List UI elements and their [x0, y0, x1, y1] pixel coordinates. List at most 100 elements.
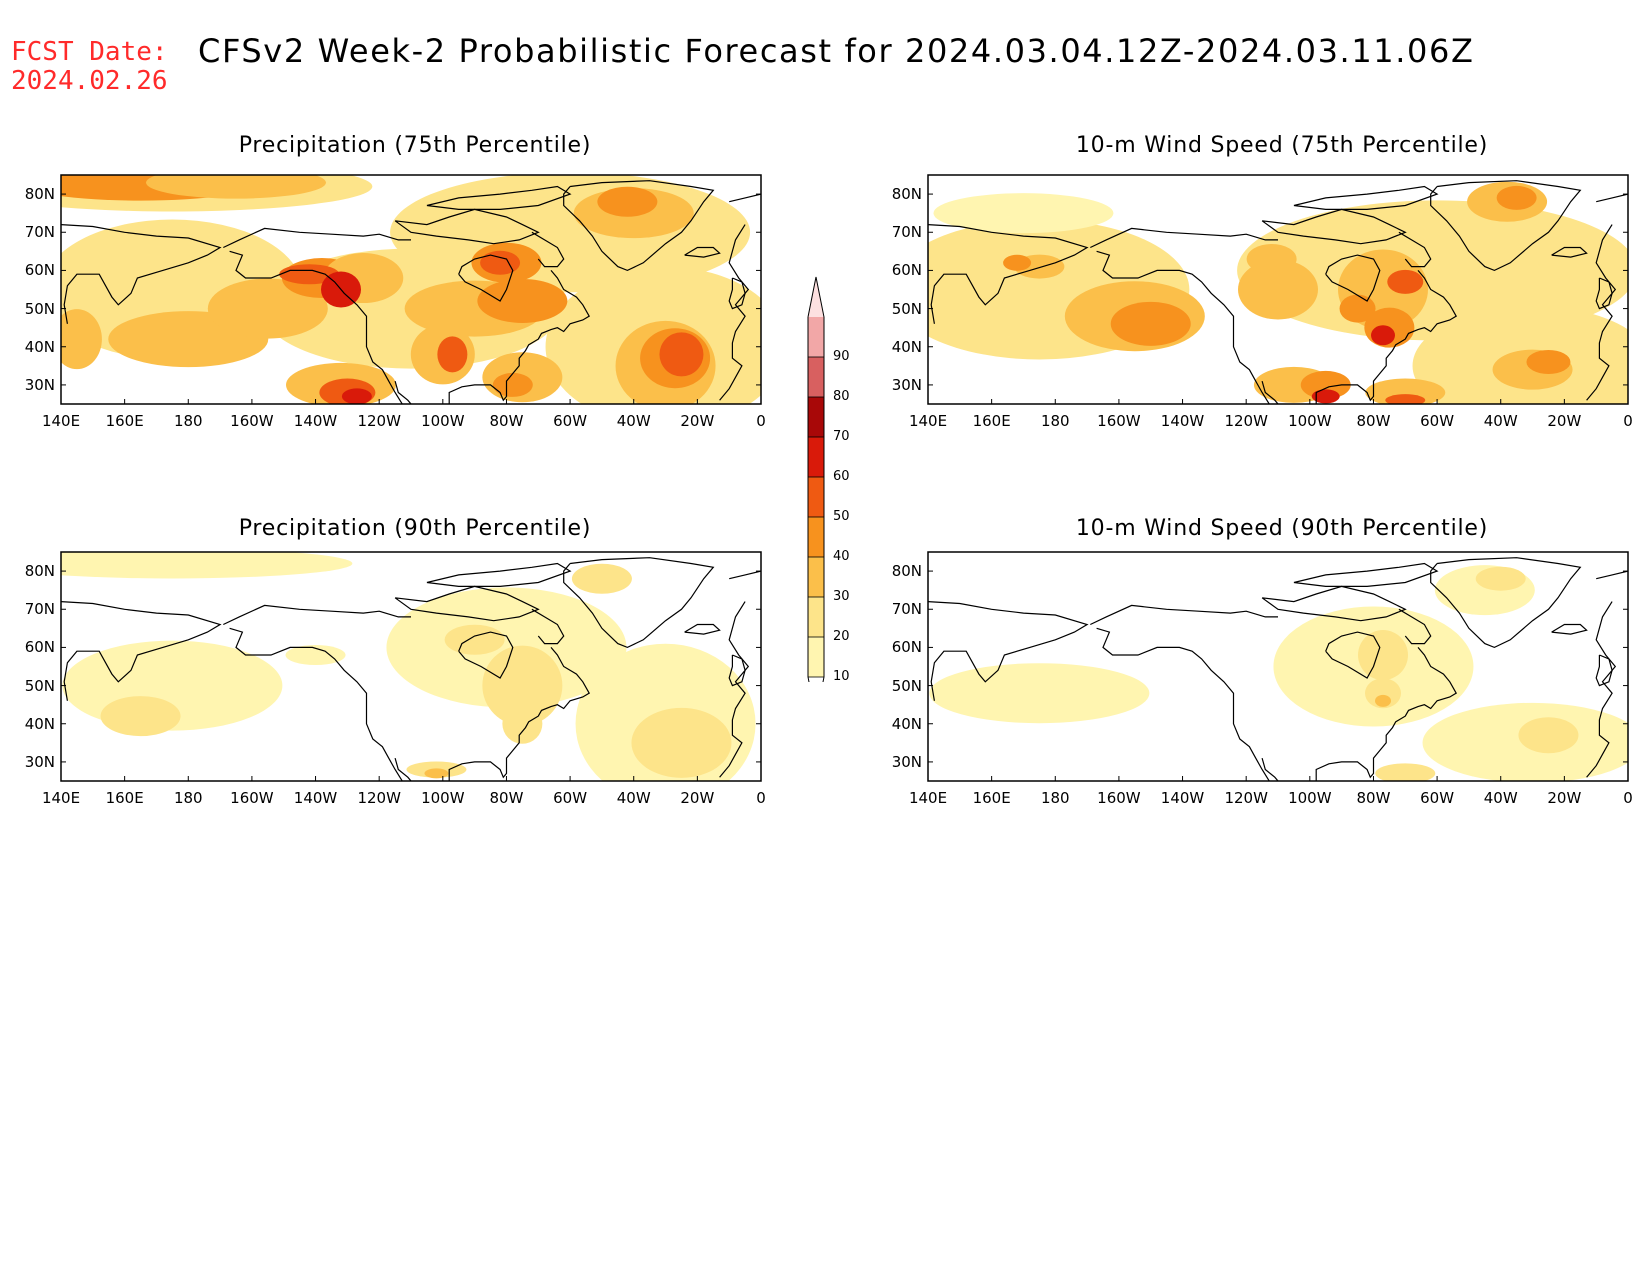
colorbar-label: 80 [833, 389, 850, 404]
probability-contour-c40 [1526, 350, 1571, 375]
coastline [684, 623, 721, 635]
lat-label: 40N [891, 714, 922, 733]
coastline [223, 604, 411, 626]
probability-contour-c10 [285, 645, 346, 666]
lat-label: 50N [24, 299, 55, 318]
probability-contour-c50 [279, 264, 340, 285]
lon-label: 0 [756, 789, 766, 807]
probability-contour-c40 [1003, 254, 1032, 271]
coastline [1293, 185, 1439, 211]
lon-label: 80W [1356, 412, 1391, 430]
coastline [1261, 757, 1291, 781]
probability-contour-c60 [341, 388, 372, 404]
map-frame [927, 551, 1629, 782]
lat-label: 30N [891, 752, 922, 771]
colorbar-top-arrow [808, 277, 824, 317]
coastline [394, 585, 540, 622]
probability-contour-c50 [659, 332, 704, 377]
coastline [531, 608, 565, 645]
coastline [1430, 557, 1582, 649]
coastline [448, 647, 591, 781]
coastline [426, 185, 572, 211]
lat-label: 30N [24, 752, 55, 771]
coastline [1090, 604, 1278, 626]
colorbar-segment [808, 517, 824, 557]
probability-contour-c30 [1246, 243, 1297, 274]
lon-label: 160E [105, 789, 144, 807]
probability-contour-c20 [1518, 717, 1579, 754]
lon-label: 180 [1040, 789, 1070, 807]
lon-label: 100W [421, 789, 465, 807]
lon-label: 20W [1547, 789, 1582, 807]
probability-contour-c50 [480, 250, 521, 275]
colorbar-segment [808, 637, 824, 677]
probability-contour-c20 [444, 624, 505, 655]
coastline [684, 246, 721, 258]
lon-label: 20W [680, 789, 715, 807]
map-plot-area [60, 174, 762, 405]
coastline [1261, 380, 1291, 404]
map-panel-precip-90 [60, 551, 762, 782]
map-plot-area [927, 551, 1629, 782]
page-title: CFSv2 Week-2 Probabilistic Forecast for … [198, 32, 1475, 70]
lat-label: 40N [24, 714, 55, 733]
lon-label: 140E [41, 789, 81, 807]
probability-contour-c50 [1387, 269, 1424, 294]
lon-label: 120W [1224, 412, 1268, 430]
probability-contour-c20 [502, 703, 543, 744]
forecast-date-value: 2024.02.26 [11, 66, 168, 96]
coastline [1596, 570, 1628, 580]
coastline [426, 562, 572, 588]
probability-contour-c40 [1339, 294, 1376, 323]
coastline [229, 250, 403, 404]
lat-label: 80N [24, 185, 55, 204]
coastline [223, 227, 411, 249]
probability-contour-c50 [437, 336, 468, 373]
lon-label: 140W [1160, 789, 1205, 807]
lat-label: 70N [24, 600, 55, 619]
colorbar-label: 10 [833, 669, 850, 684]
lon-label: 160E [972, 412, 1011, 430]
colorbar-segment [808, 597, 824, 637]
coastline [1595, 277, 1613, 310]
probability-contour-c40 [492, 372, 533, 397]
coastline [729, 570, 761, 580]
lon-label: 160E [105, 412, 144, 430]
coastline [458, 254, 514, 302]
map-panel-wind-90 [927, 551, 1629, 782]
colorbar-segment [808, 557, 824, 597]
coastline [458, 631, 514, 679]
coastline [928, 224, 1089, 324]
lat-label: 30N [891, 375, 922, 394]
contour-layer [928, 180, 1628, 404]
lat-label: 30N [24, 375, 55, 394]
lat-label: 50N [24, 676, 55, 695]
coastline [1315, 647, 1458, 781]
panel-title-wind-90: 10-m Wind Speed (90th Percentile) [1075, 516, 1489, 541]
probability-contour-c30 [424, 768, 449, 779]
probability-contour-c30 [1238, 259, 1318, 320]
lon-label: 20W [1547, 412, 1582, 430]
lon-label: 180 [1040, 412, 1070, 430]
map-frame [60, 174, 762, 405]
coastline [928, 601, 1089, 701]
map-plot-area [927, 174, 1629, 405]
lon-label: 160W [1097, 412, 1141, 430]
coastline [728, 654, 746, 687]
probability-contour-c20 [100, 696, 181, 737]
lat-label: 50N [891, 299, 922, 318]
forecast-date-block: FCST Date: 2024.02.26 [11, 38, 168, 96]
lat-label: 60N [891, 638, 922, 657]
colorbar-label: 90 [833, 349, 850, 364]
lon-label: 140W [1160, 412, 1205, 430]
lon-label: 60W [553, 412, 588, 430]
coastline [1595, 654, 1613, 687]
probability-contour-c10 [933, 193, 1114, 234]
coastline [563, 180, 715, 272]
lat-label: 80N [24, 562, 55, 581]
coastline [1261, 208, 1407, 245]
probability-contour-c40 [1110, 301, 1191, 346]
lon-label: 80W [489, 412, 524, 430]
lon-label: 60W [553, 789, 588, 807]
lon-label: 60W [1420, 789, 1455, 807]
